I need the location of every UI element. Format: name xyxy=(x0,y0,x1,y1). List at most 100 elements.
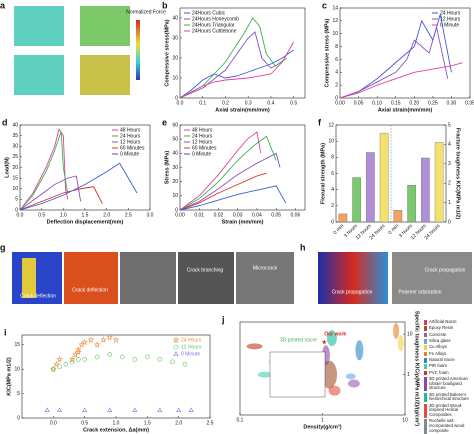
legend-label: 3D printed Baleen's hierarchical structu… xyxy=(424,392,473,402)
line xyxy=(179,17,288,99)
y-tick-label: 6 xyxy=(331,171,334,177)
y-tick-label: 30 xyxy=(172,165,178,171)
legend-label: 60 Minutes xyxy=(120,145,145,151)
legend-label: 24Hours Triangular xyxy=(192,22,235,28)
legend-label: 48 Hours xyxy=(120,127,141,133)
our-work xyxy=(321,339,327,345)
panel-label: i xyxy=(4,327,7,337)
legend-label: 24Hours Cuttlebone xyxy=(192,28,237,34)
y-tick-label: 2 xyxy=(331,203,334,209)
y-tick-label: 35 xyxy=(12,133,18,139)
y2-tick-label: 0 xyxy=(448,219,451,225)
line xyxy=(179,185,287,211)
panel-label: d xyxy=(2,117,8,127)
point xyxy=(57,407,63,412)
line xyxy=(179,41,295,99)
x-tick-label: 0.10 xyxy=(372,100,382,106)
y-tick-label: 0 xyxy=(15,207,18,213)
x-tick-label: 2.5 xyxy=(207,420,214,426)
legend-label: 3D printed American lobster bouligand st… xyxy=(424,376,473,391)
legend-label: 0 Minute xyxy=(181,351,200,357)
annotation: Our work xyxy=(324,331,346,337)
point xyxy=(53,361,60,368)
y-tick-label: 50 xyxy=(172,136,178,142)
legend-label: PVC foam xyxy=(424,370,473,376)
y-tick-label: 15 xyxy=(12,175,18,181)
y-tick-label: 14 xyxy=(332,5,338,11)
point xyxy=(76,357,81,362)
y2-tick-label: 4 xyxy=(448,142,451,148)
x-tick-label: 1.0 xyxy=(60,212,67,218)
y-tick-label: 30 xyxy=(12,144,18,150)
legend-marker xyxy=(172,336,180,343)
x-tick-label: 24 hours xyxy=(423,223,441,241)
y-tick-label: 10 xyxy=(328,138,334,144)
y2-tick-label: 1 xyxy=(448,200,451,206)
bar xyxy=(338,213,348,223)
x-tick-label: 2.0 xyxy=(103,212,110,218)
y2-tick-label: 10 xyxy=(407,331,413,337)
y-tick-label: 6 xyxy=(335,57,338,63)
y-tick-label: 30 xyxy=(172,35,178,41)
x-tick-label: 0.5 xyxy=(290,100,297,106)
material-region xyxy=(355,340,364,361)
x-tick-label: 0.5 xyxy=(38,212,45,218)
image-label: Polymer adsorption xyxy=(398,289,441,295)
y-tick-label: 0 xyxy=(175,207,178,213)
line xyxy=(179,131,262,211)
point xyxy=(75,346,82,353)
x-tick-label: 24 hours xyxy=(368,223,386,241)
panel-label: j xyxy=(221,314,225,324)
y2-axis-label: Fracture toughness KIC(MPa m1/2) xyxy=(455,128,461,220)
y-tick-label: 15 xyxy=(14,342,20,348)
legend-label: 0 Minute xyxy=(192,151,211,157)
panel-label: e xyxy=(162,117,167,127)
x-tick-label: 0.15 xyxy=(391,100,401,106)
y2-axis-label: Specific toughness KIC/ρ(MPa m1/2)/(g/cm… xyxy=(414,311,421,426)
y-axis-label: Compressive stress(MPa) xyxy=(164,19,170,86)
line xyxy=(179,135,277,211)
y2-tick-label: 3 xyxy=(448,161,451,167)
legend-label: 0 Minute xyxy=(440,22,459,28)
legend-label: 24 Hours xyxy=(192,133,213,139)
y-tick-label: 40 xyxy=(172,151,178,157)
bar xyxy=(421,157,430,223)
image-label: Crack propagation xyxy=(332,289,373,295)
y-tick-label: 60 xyxy=(172,122,178,128)
legend-marker xyxy=(173,351,179,356)
y-axis-label: Compressive stress (MPa) xyxy=(324,18,330,87)
line xyxy=(339,62,463,99)
point xyxy=(107,352,113,357)
panel-label: f xyxy=(318,117,322,127)
x-tick-label: 0.0 xyxy=(177,100,184,106)
legend-label: 24Hours Cubic xyxy=(192,10,226,16)
y-tick-label: 0 xyxy=(175,95,178,101)
bar xyxy=(352,177,361,223)
line xyxy=(179,152,281,211)
legend-label: Epoxy Resin xyxy=(424,326,473,332)
x-tick-label: 1 xyxy=(321,417,324,423)
x-tick-label: 0.06 xyxy=(291,212,301,218)
plot-frame xyxy=(339,7,471,99)
point xyxy=(145,354,150,360)
y-tick-label: 40 xyxy=(172,15,178,21)
x-tick-label: 0.1 xyxy=(199,100,206,106)
point xyxy=(188,407,194,412)
y-axis-label: Flexural strength (MPa) xyxy=(320,143,326,204)
y-tick-label: 5 xyxy=(17,391,20,397)
y-tick-label: 2 xyxy=(335,82,338,88)
line xyxy=(19,128,69,211)
point xyxy=(75,348,82,356)
image-label: Normalized Force xyxy=(126,9,166,15)
point xyxy=(44,407,50,412)
y-tick-label: 0 xyxy=(335,95,338,101)
y-tick-label: 0 xyxy=(17,415,20,421)
y-tick-label: 10 xyxy=(12,186,18,192)
legend-label: Cu Alloys xyxy=(424,345,473,350)
legend-label: 60 Minutes xyxy=(192,145,217,151)
legend-label: Fe Alloys xyxy=(424,351,473,357)
panel-label: c xyxy=(322,0,327,10)
bar xyxy=(366,152,375,223)
line xyxy=(19,131,69,211)
image-label: Crack branching xyxy=(187,267,224,273)
